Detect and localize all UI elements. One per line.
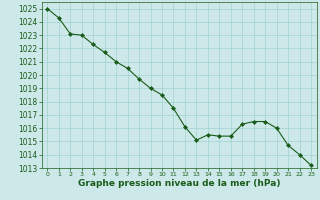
X-axis label: Graphe pression niveau de la mer (hPa): Graphe pression niveau de la mer (hPa)	[78, 179, 280, 188]
